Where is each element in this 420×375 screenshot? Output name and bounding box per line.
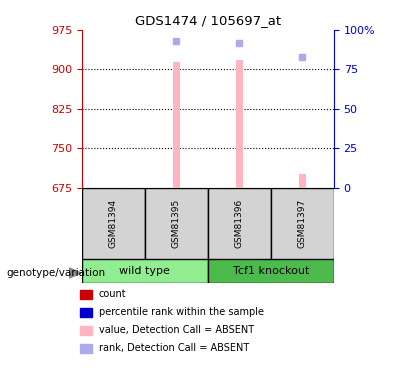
Bar: [236, 60, 243, 188]
Text: percentile rank within the sample: percentile rank within the sample: [99, 308, 264, 317]
Text: GSM81394: GSM81394: [109, 199, 118, 248]
Bar: [271, 188, 334, 259]
Bar: [208, 188, 271, 259]
Bar: [82, 188, 145, 259]
Text: GSM81397: GSM81397: [298, 198, 307, 248]
Text: rank, Detection Call = ABSENT: rank, Detection Call = ABSENT: [99, 344, 249, 353]
Text: value, Detection Call = ABSENT: value, Detection Call = ABSENT: [99, 326, 254, 335]
Bar: [82, 259, 208, 283]
Text: wild type: wild type: [119, 266, 171, 276]
Title: GDS1474 / 105697_at: GDS1474 / 105697_at: [135, 15, 281, 27]
Text: genotype/variation: genotype/variation: [6, 268, 105, 278]
Text: GSM81395: GSM81395: [172, 198, 181, 248]
Text: Tcf1 knockout: Tcf1 knockout: [233, 266, 309, 276]
Bar: [173, 62, 180, 188]
Text: GSM81396: GSM81396: [235, 198, 244, 248]
Bar: [208, 259, 334, 283]
Polygon shape: [69, 268, 81, 278]
Text: count: count: [99, 290, 126, 299]
Bar: [299, 174, 306, 188]
Bar: [145, 188, 208, 259]
